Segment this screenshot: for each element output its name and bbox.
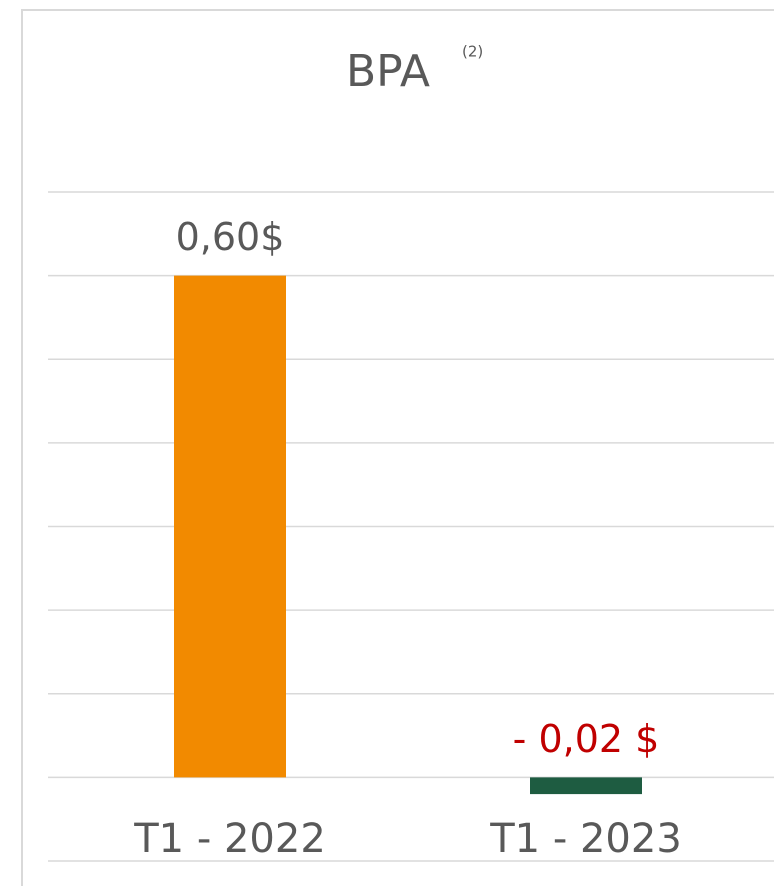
bar: [174, 275, 286, 778]
chart-frame: [21, 9, 774, 886]
chart-title: BPA: [346, 46, 430, 97]
title-note: (2): [462, 43, 483, 61]
data-label: - 0,02 $: [513, 717, 660, 761]
x-tick-label: T1 - 2022: [133, 816, 326, 862]
x-tick-label: T1 - 2023: [489, 816, 682, 862]
data-label: 0,60$: [176, 215, 285, 259]
bar: [530, 777, 642, 795]
